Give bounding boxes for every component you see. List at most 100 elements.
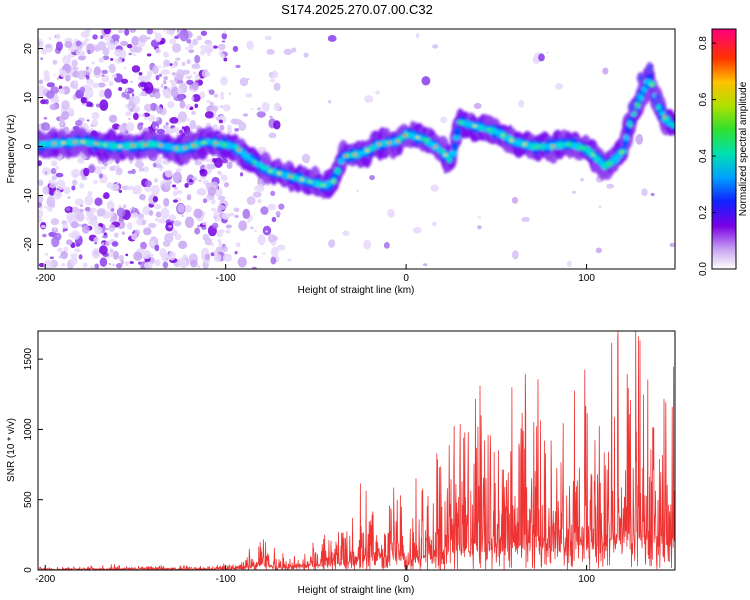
spectrogram-noise-cell [595,247,602,254]
spectrogram-noise-cell [142,166,150,173]
spectrogram-noise-cell [131,212,139,219]
spectrogram-noise-cell [205,158,210,163]
spectrogram-noise-cell [150,240,156,247]
spectrogram-noise-cell [126,222,133,230]
spectrogram-noise-cell [129,29,137,33]
spectrogram-noise-cell [177,94,185,102]
spectrogram-noise-cell [134,229,141,236]
spectrogram-noise-cell [92,34,98,40]
spectrogram-noise-cell [204,71,210,77]
spectrogram-noise-cell [154,91,161,99]
spectrogram-noise-cell [115,171,119,175]
spectrogram-noise-cell [84,38,90,42]
spectrogram-noise-cell [111,241,119,247]
spectrogram-noise-cell [154,259,161,267]
spectrogram-noise-cell [108,63,116,74]
spectrogram-noise-cell [162,66,165,68]
spectrogram-ridge-cell [650,84,654,87]
spectrogram-noise-cell [168,254,171,257]
spectrogram-noise-cell [171,43,182,53]
spectrogram-noise-cell [137,213,145,220]
spectrogram-noise-cell [267,234,276,243]
spectrogram-noise-cell [572,190,576,194]
spectrogram-noise-cell [218,242,223,247]
spectrogram-noise-cell [164,91,171,99]
spectrogram-noise-cell [125,253,129,257]
spectrogram-noise-cell [118,254,125,262]
spectrogram-noise-cell [72,179,78,186]
spectrogram-noise-cell [44,205,47,209]
spectrogram-noise-cell [204,237,213,246]
spectrogram-noise-cell [220,53,225,59]
spectrogram-noise-cell [273,82,281,92]
spectrogram-noise-cell [55,33,61,40]
spectrogram-noise-cell [257,146,267,153]
spectrogram-ridge-cell [300,178,304,181]
spectrogram-noise-cell [155,211,162,218]
spectrogram-ridge-cell [214,141,218,145]
spectrogram-noise-cell [205,43,214,54]
spectrogram-noise-cell [273,102,281,112]
spectrogram-noise-cell [164,182,170,189]
spectrogram-noise-cell [56,192,63,198]
snr-y-tick-label: 1500 [23,348,34,371]
spectrogram-noise-cell [160,207,170,220]
spectrogram-noise-cell [121,91,127,98]
spectrogram-x-label: Height of straight line (km) [298,285,415,296]
spectrogram-ridge-cell [321,184,325,187]
spectrogram-noise-cell [64,41,73,49]
spectrogram-noise-cell [133,53,136,57]
spectrogram-noise-cell [129,261,134,264]
spectrogram-noise-cell [210,207,217,212]
spectrogram-noise-cell [204,111,214,119]
spectrogram-noise-cell [210,252,215,257]
spectrogram-noise-cell [175,190,183,195]
spectrogram-noise-cell [72,66,79,71]
spectrogram-noise-cell [65,207,71,211]
spectrogram-noise-cell [84,206,91,212]
spectrogram-noise-cell [125,88,129,93]
spectrogram-noise-cell [234,214,239,219]
spectrogram-noise-cell [141,198,145,201]
colorbar-tick-label: 0.0 [698,262,709,276]
spectrogram-noise-cell [477,225,482,230]
spectrogram-noise-cell [182,29,187,33]
spectrogram-noise-cell [95,103,100,108]
spectrogram-noise-cell [138,71,143,76]
spectrogram-noise-cell [127,117,131,121]
spectrogram-noise-cell [218,119,223,124]
spectrogram-noise-cell [179,100,186,109]
spectrogram-x-tick-label: -200 [35,273,55,284]
spectrogram-noise-cell [158,73,163,77]
spectrogram-noise-cell [43,74,51,83]
spectrogram-noise-cell [75,120,83,127]
spectrogram-noise-cell [186,79,194,85]
spectrogram-noise-cell [225,229,231,234]
spectrogram-noise-cell [163,197,170,207]
spectrogram-noise-cell [121,231,125,236]
spectrogram-noise-cell [512,250,519,260]
spectrogram-noise-cell [94,197,103,206]
spectrogram-noise-cell [190,74,193,78]
spectrogram-noise-cell [168,251,176,261]
spectrogram-noise-cell [159,168,163,171]
spectrogram-noise-cell [383,241,390,249]
spectrogram-ridge-cell [443,153,447,157]
spectrogram-noise-cell [206,99,211,103]
spectrogram-noise-cell [71,168,81,178]
spectrogram-noise-cell [217,204,226,211]
spectrogram-noise-cell [152,162,157,168]
spectrogram-ridge-cell [344,154,348,158]
spectrogram-noise-cell [94,44,100,53]
spectrogram-noise-cell [172,199,178,203]
spectrogram-noise-cell [79,208,84,213]
spectrogram-noise-cell [76,211,85,222]
spectrogram-noise-cell [194,74,200,81]
spectrogram-noise-cell [114,48,124,57]
spectrogram-noise-cell [261,101,270,112]
spectrogram-ridge-cell [377,143,381,146]
spectrogram-noise-cell [219,105,223,108]
spectrogram-noise-cell [61,262,66,267]
spectrogram-ridge-cell [73,140,77,144]
spectrogram-noise-cell [112,250,120,260]
